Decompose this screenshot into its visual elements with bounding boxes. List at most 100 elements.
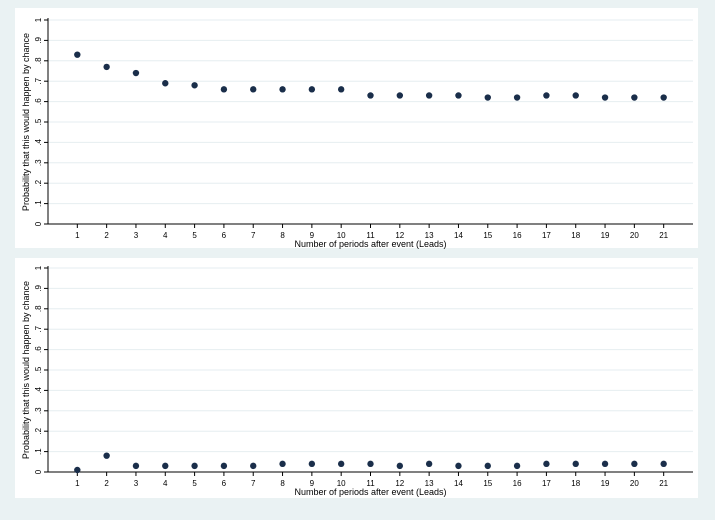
x-tick-label: 20 bbox=[630, 231, 639, 240]
x-tick-label: 15 bbox=[483, 479, 492, 488]
data-point bbox=[572, 460, 579, 468]
x-tick-label: 10 bbox=[337, 479, 346, 488]
x-tick-label: 10 bbox=[337, 231, 346, 240]
x-tick-label: 1 bbox=[75, 479, 80, 488]
y-tick-label: .2 bbox=[34, 179, 43, 186]
data-point bbox=[308, 460, 316, 468]
data-point bbox=[455, 92, 462, 99]
data-point bbox=[308, 86, 316, 93]
x-tick-label: 14 bbox=[454, 479, 463, 488]
x-tick-label: 3 bbox=[134, 231, 139, 240]
x-tick-label: 13 bbox=[425, 479, 434, 488]
x-tick-label: 17 bbox=[542, 479, 551, 488]
y-tick-label: .2 bbox=[34, 427, 43, 434]
y-tick-label: .6 bbox=[34, 346, 43, 353]
x-tick-label: 13 bbox=[425, 231, 434, 240]
y-tick-label: .4 bbox=[34, 139, 43, 146]
panel-top: 0.1.2.3.4.5.6.7.8.911 2 3 4 5 6 7 8 9 10 11 12 13 14 1… bbox=[15, 8, 698, 249]
data-point bbox=[543, 92, 550, 99]
x-tick-label: 6 bbox=[222, 231, 227, 240]
data-point bbox=[191, 462, 198, 470]
data-point bbox=[132, 69, 140, 77]
data-point bbox=[660, 94, 667, 101]
data-point bbox=[455, 462, 462, 470]
data-point bbox=[132, 462, 140, 470]
data-point bbox=[103, 63, 110, 71]
data-point bbox=[367, 92, 374, 99]
data-point bbox=[396, 462, 404, 470]
data-point bbox=[513, 94, 521, 101]
data-point bbox=[396, 92, 404, 99]
x-tick-label: 6 bbox=[222, 479, 227, 488]
y-tick-label: .6 bbox=[34, 98, 43, 105]
x-axis-title: Number of periods after event (Leads) bbox=[294, 239, 446, 249]
data-point bbox=[631, 94, 638, 101]
y-axis-title: Probability that this would happen by ch… bbox=[21, 33, 31, 211]
y-tick-label: .1 bbox=[34, 448, 43, 455]
y-axis-title: Probability that this would happen by ch… bbox=[21, 281, 31, 459]
data-point bbox=[250, 86, 257, 93]
x-tick-label: 18 bbox=[571, 479, 580, 488]
y-tick-label: .3 bbox=[34, 159, 43, 166]
x-tick-label: 9 bbox=[310, 231, 315, 240]
x-tick-label: 12 bbox=[395, 479, 404, 488]
y-tick-label: .5 bbox=[34, 118, 43, 125]
panel-bottom: 0.1.2.3.4.5.6.7.8.911 2 3 4 5 6 7 8 9 10 11 12 13 14 1… bbox=[15, 258, 698, 498]
y-tick-label: .3 bbox=[34, 407, 43, 414]
x-tick-label: 17 bbox=[542, 231, 551, 240]
x-tick-label: 8 bbox=[280, 479, 285, 488]
x-tick-label: 7 bbox=[251, 231, 256, 240]
y-tick-label: .4 bbox=[34, 387, 43, 394]
x-tick-label: 9 bbox=[310, 479, 315, 488]
x-tick-label: 5 bbox=[192, 479, 197, 488]
data-point bbox=[220, 462, 228, 470]
data-point bbox=[191, 82, 198, 89]
x-tick-label: 19 bbox=[601, 479, 610, 488]
panel-background bbox=[15, 8, 698, 248]
y-tick-label: .7 bbox=[34, 325, 43, 332]
x-axis-title: Number of periods after event (Leads) bbox=[294, 487, 446, 497]
data-point bbox=[337, 460, 345, 468]
x-tick-label: 2 bbox=[104, 479, 109, 488]
y-tick-label: .5 bbox=[34, 366, 43, 373]
data-point bbox=[484, 94, 491, 101]
x-tick-label: 14 bbox=[454, 231, 463, 240]
x-tick-label: 3 bbox=[134, 479, 139, 488]
data-point bbox=[425, 460, 433, 468]
y-tick-label: .9 bbox=[34, 285, 43, 292]
data-point bbox=[103, 452, 110, 459]
y-tick-label: .1 bbox=[34, 200, 43, 207]
x-tick-label: 15 bbox=[483, 231, 492, 240]
data-point bbox=[513, 462, 521, 470]
x-tick-label: 16 bbox=[513, 231, 522, 240]
data-point bbox=[484, 462, 491, 470]
x-tick-label: 5 bbox=[192, 231, 197, 240]
data-point bbox=[220, 86, 228, 93]
y-tick-label: .8 bbox=[34, 57, 43, 64]
x-tick-label: 21 bbox=[659, 479, 668, 488]
data-point bbox=[601, 460, 609, 468]
x-tick-label: 7 bbox=[251, 479, 256, 488]
data-point bbox=[162, 80, 169, 87]
y-tick-label: 0 bbox=[34, 221, 43, 226]
x-tick-label: 4 bbox=[163, 479, 168, 488]
data-point bbox=[250, 462, 257, 470]
data-point bbox=[660, 460, 667, 468]
data-point bbox=[74, 466, 81, 474]
y-tick-label: 1 bbox=[34, 17, 43, 22]
x-tick-label: 11 bbox=[366, 231, 375, 240]
data-point bbox=[337, 86, 345, 93]
data-point bbox=[279, 86, 286, 93]
panel-background bbox=[15, 258, 698, 498]
x-tick-label: 12 bbox=[395, 231, 404, 240]
y-tick-label: .9 bbox=[34, 37, 43, 44]
x-tick-label: 1 bbox=[75, 231, 80, 240]
x-tick-label: 19 bbox=[601, 231, 610, 240]
y-tick-label: .8 bbox=[34, 305, 43, 312]
y-tick-label: 0 bbox=[34, 469, 43, 474]
data-point bbox=[572, 92, 579, 99]
data-point bbox=[367, 460, 374, 468]
x-tick-label: 8 bbox=[280, 231, 285, 240]
data-point bbox=[631, 460, 638, 468]
